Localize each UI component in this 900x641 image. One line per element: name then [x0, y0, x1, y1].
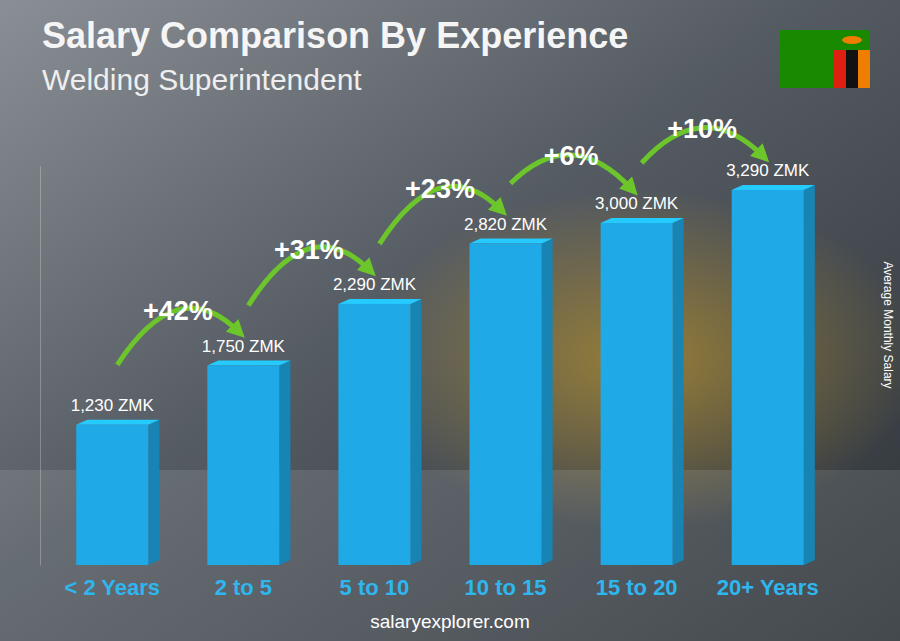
- bar-top-face: [469, 239, 552, 244]
- data-label: 1,230 ZMK: [71, 396, 155, 415]
- bar-group: [732, 185, 815, 565]
- bar-group: [207, 361, 290, 566]
- data-label: 3,000 ZMK: [595, 194, 679, 213]
- flag: [780, 30, 870, 88]
- subtitle: Welding Superintendent: [42, 63, 362, 96]
- y-axis-line: [40, 167, 41, 566]
- bar: [76, 425, 148, 565]
- data-label: 3,290 ZMK: [726, 161, 810, 180]
- x-tick: 20+ Years: [717, 565, 819, 600]
- flag-eagle: [842, 36, 862, 44]
- bar-side-face: [804, 185, 815, 565]
- flag-stripe: [858, 50, 870, 88]
- flag-stripe: [846, 50, 858, 88]
- bar: [469, 244, 541, 565]
- flag-field: [780, 30, 870, 88]
- flag-stripe: [834, 50, 846, 88]
- x-tick: 10 to 15: [465, 565, 547, 600]
- growth-label: +42%: [143, 296, 213, 326]
- bar-top-face: [732, 185, 815, 190]
- bar-top-face: [207, 361, 290, 366]
- bar-group: [469, 239, 552, 565]
- growth-label: +6%: [544, 141, 599, 171]
- x-tick: 2 to 5: [215, 565, 272, 600]
- bar-side-face: [542, 239, 553, 565]
- bars: [76, 185, 815, 565]
- bar-group: [338, 299, 421, 565]
- x-tick-label: < 2 Years: [64, 575, 160, 600]
- x-tick-label: 5 to 10: [340, 575, 410, 600]
- bar: [601, 223, 673, 565]
- data-label: 2,290 ZMK: [333, 275, 417, 294]
- growth-label: +23%: [405, 174, 475, 204]
- bar-group: [76, 420, 159, 565]
- x-tick: < 2 Years: [64, 565, 160, 600]
- bar: [207, 366, 279, 566]
- x-axis: < 2 Years 2 to 5 5 to 10 10 to 15 15 to 20 20…: [64, 565, 818, 600]
- y-axis-title: Average Monthly Salary: [881, 261, 895, 388]
- x-tick-label: 2 to 5: [215, 575, 272, 600]
- bar-group: [601, 218, 684, 565]
- x-tick: 5 to 10: [340, 565, 410, 600]
- x-tick-label: 20+ Years: [717, 575, 819, 600]
- title: Salary Comparison By Experience: [42, 15, 628, 56]
- x-tick-label: 15 to 20: [596, 575, 678, 600]
- source: salaryexplorer.com: [370, 611, 529, 632]
- bar-top-face: [601, 218, 684, 223]
- bar: [338, 304, 410, 565]
- chart-container: Salary Comparison By Experience Welding S…: [0, 0, 900, 641]
- growth-label: +31%: [274, 235, 344, 265]
- data-label: 1,750 ZMK: [202, 337, 286, 356]
- bar-side-face: [279, 361, 290, 566]
- bar-side-face: [148, 420, 159, 565]
- bar-side-face: [411, 299, 422, 565]
- chart-svg: Salary Comparison By Experience Welding S…: [0, 0, 900, 641]
- x-tick-label: 10 to 15: [465, 575, 547, 600]
- bar-top-face: [76, 420, 159, 425]
- y-axis: [40, 167, 41, 566]
- bar-side-face: [673, 218, 684, 565]
- bar: [732, 190, 804, 565]
- bar-top-face: [338, 299, 421, 304]
- growth-label: +10%: [667, 114, 737, 144]
- data-label: 2,820 ZMK: [464, 215, 548, 234]
- x-tick: 15 to 20: [596, 565, 678, 600]
